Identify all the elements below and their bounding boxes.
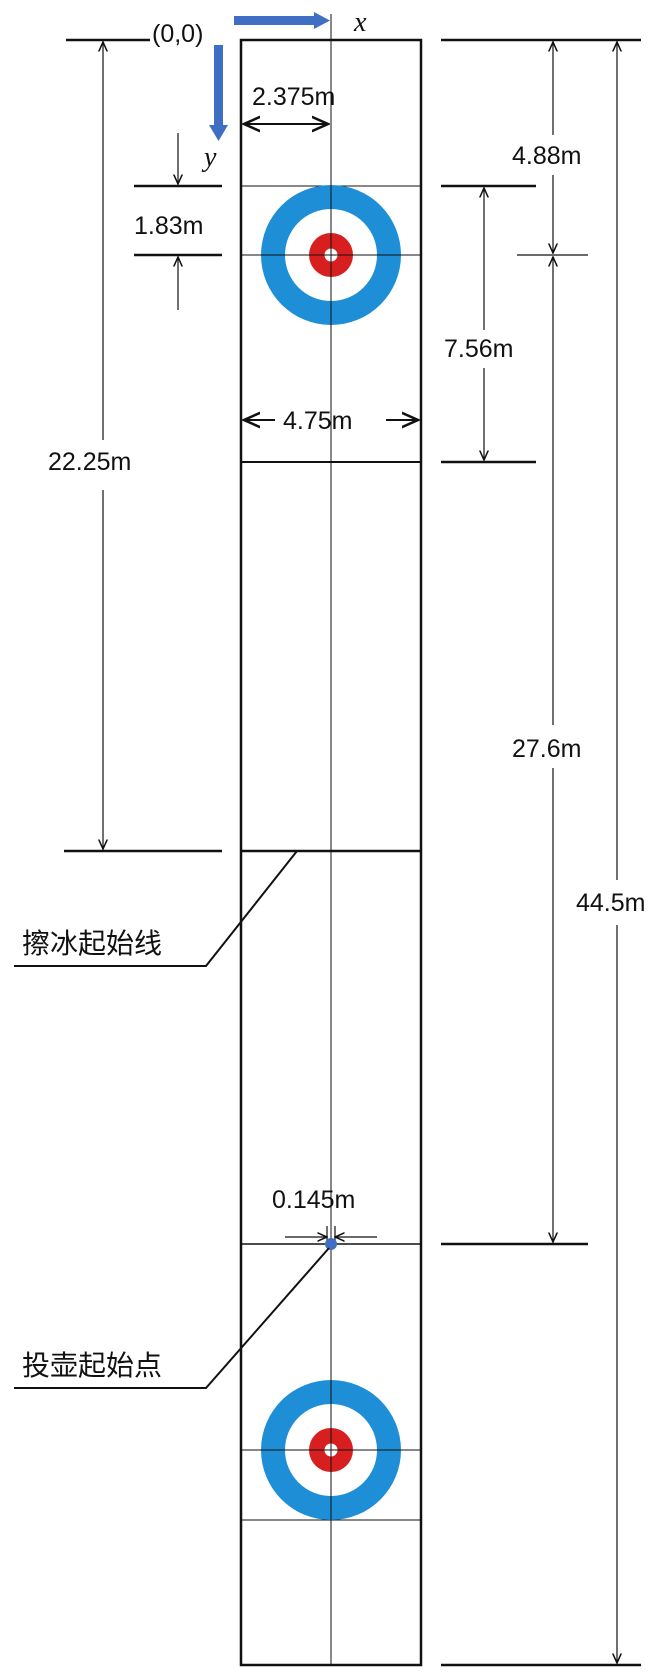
throw-start-point-label: 投壶起始点 bbox=[22, 1349, 162, 1382]
origin-label: (0,0) bbox=[152, 20, 203, 48]
x-axis-label: x bbox=[353, 7, 367, 38]
dim-sheet-width-label: 4.75m bbox=[283, 407, 352, 435]
dim-half-width-label: 2.375m bbox=[252, 83, 335, 111]
y-axis-shaft bbox=[214, 45, 223, 125]
throw-start-point bbox=[325, 1238, 337, 1250]
x-axis-head bbox=[314, 12, 330, 29]
throw-start-leader bbox=[14, 1247, 330, 1389]
x-axis-shaft bbox=[234, 16, 314, 25]
dim-tee-to-start-line-label: 27.6m bbox=[512, 735, 581, 763]
dim-offset-label: 0.145m bbox=[272, 1186, 355, 1214]
x-axis-arrow bbox=[234, 12, 330, 29]
y-axis-label: y bbox=[201, 142, 217, 173]
sweep-start-line-label: 擦冰起始线 bbox=[22, 927, 162, 960]
house-top bbox=[241, 180, 421, 330]
dim-house-half-label: 1.83m bbox=[134, 212, 203, 240]
house-bottom bbox=[241, 1375, 421, 1525]
sweep-start-leader bbox=[14, 850, 298, 967]
dim-tee-to-hog-label: 7.56m bbox=[444, 335, 513, 363]
y-axis-arrow bbox=[209, 45, 228, 141]
dim-sheet-length-label: 44.5m bbox=[576, 889, 645, 917]
y-axis-head bbox=[209, 125, 228, 141]
dim-end-to-hog-label: 22.25m bbox=[48, 448, 131, 476]
dim-tee-to-end-label: 4.88m bbox=[512, 142, 581, 170]
